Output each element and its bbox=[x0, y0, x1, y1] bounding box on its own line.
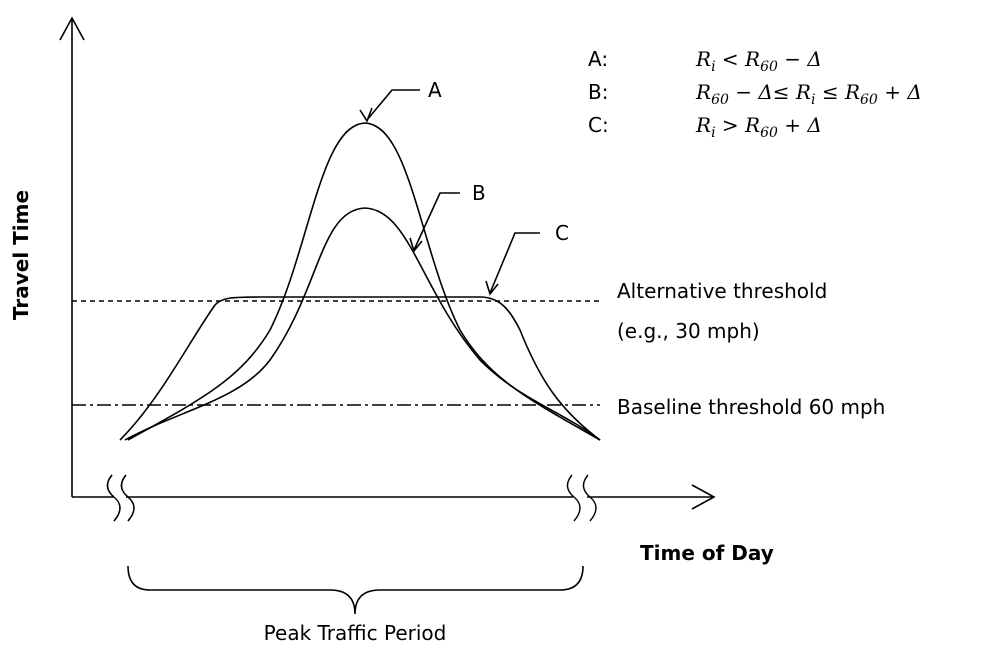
legend-label: A: bbox=[588, 47, 608, 71]
threshold-label: Baseline threshold 60 mph bbox=[617, 395, 885, 419]
formula-text: < bbox=[716, 47, 745, 71]
period-brace bbox=[127, 565, 584, 615]
axes bbox=[59, 16, 716, 522]
subscript: i bbox=[811, 92, 815, 108]
subscript: 60 bbox=[760, 59, 778, 75]
legend-formula: Ri > R60 + Δ bbox=[695, 113, 822, 141]
formula-text: − Δ≤ bbox=[729, 80, 796, 104]
legend-formula: Ri < R60 − Δ bbox=[695, 47, 822, 75]
legend-label: B: bbox=[588, 80, 608, 104]
curve-c bbox=[119, 296, 601, 441]
formula-text: − Δ bbox=[778, 47, 822, 71]
curve-label: A bbox=[428, 78, 442, 102]
curve-label: B bbox=[472, 181, 486, 205]
curve-b bbox=[124, 207, 601, 441]
curve-a bbox=[127, 122, 601, 441]
subscript: 60 bbox=[860, 92, 878, 108]
leader-c bbox=[485, 232, 540, 296]
subscript: 60 bbox=[760, 125, 778, 141]
threshold-label: Alternative threshold bbox=[617, 279, 827, 303]
x-axis-label: Time of Day bbox=[640, 541, 774, 565]
formula-text: + Δ bbox=[778, 113, 822, 137]
formula-text: ≤ bbox=[815, 80, 844, 104]
legend: A: Ri < R60 − ΔB: R60 − Δ≤ Ri ≤ R60 + ΔC: R… bbox=[588, 47, 922, 141]
formula-text: R bbox=[744, 47, 760, 71]
leader-b bbox=[409, 192, 460, 253]
formula-text: > bbox=[716, 113, 745, 137]
threshold-label: (e.g., 30 mph) bbox=[617, 319, 760, 343]
subscript: i bbox=[711, 59, 715, 75]
curve-label: C bbox=[555, 221, 569, 245]
subscript: 60 bbox=[711, 92, 729, 108]
formula-text: R bbox=[744, 113, 760, 137]
legend-label: C: bbox=[588, 113, 609, 137]
formula-text: + Δ bbox=[878, 80, 922, 104]
formula-text: R bbox=[695, 47, 711, 71]
formula-text: R bbox=[695, 113, 711, 137]
subscript: i bbox=[711, 125, 715, 141]
legend-formula: R60 − Δ≤ Ri ≤ R60 + Δ bbox=[695, 80, 922, 108]
formula-text: R bbox=[844, 80, 860, 104]
leader-a bbox=[359, 89, 420, 123]
period-label: Peak Traffic Period bbox=[264, 621, 447, 645]
formula-text: R bbox=[695, 80, 711, 104]
formula-text: R bbox=[795, 80, 811, 104]
y-axis-label: Travel Time bbox=[9, 190, 33, 320]
